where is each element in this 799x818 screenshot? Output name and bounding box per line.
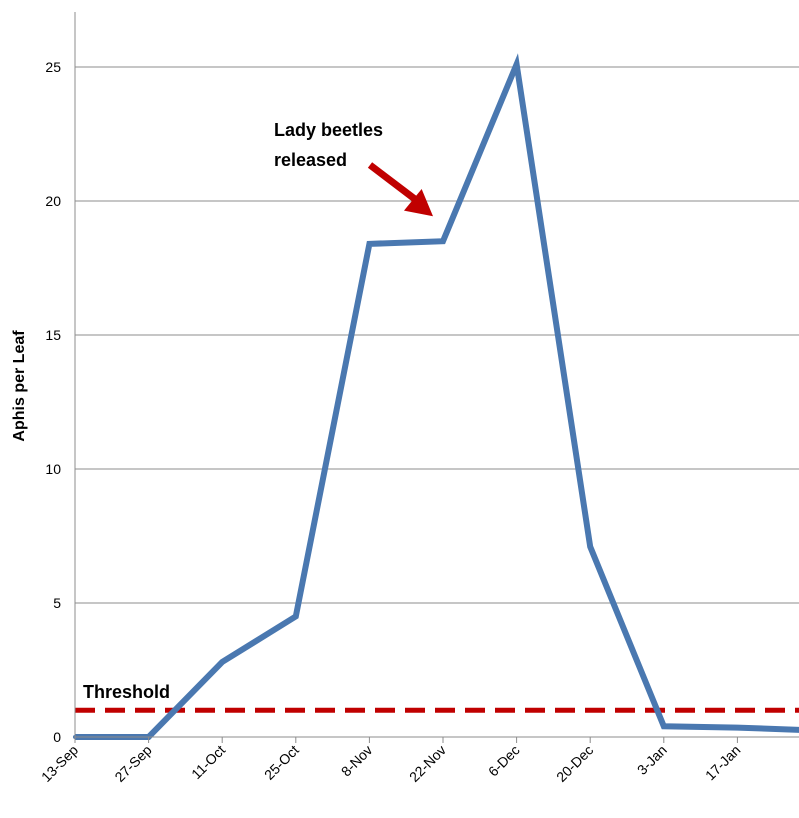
data-point-8 (661, 724, 666, 729)
x-tick-label-8: 3-Jan (634, 742, 670, 778)
data-point-9 (735, 725, 740, 730)
series-line-0 (75, 53, 799, 740)
x-tick-labels: 13-Sep 27-Sep 11-Oct 25-Oct 8-Nov 22-Nov 6-Dec… (38, 742, 744, 785)
y-tick-labels: 0 5 10 15 20 25 (45, 59, 61, 745)
x-tick-label-9: 17-Jan (702, 742, 744, 784)
data-point-2 (220, 659, 225, 664)
axes (74, 12, 799, 743)
annotation-line-1: Lady beetles (274, 120, 383, 140)
y-tick-label-1: 5 (53, 595, 61, 611)
y-tick-label-5: 25 (45, 59, 61, 75)
threshold-group: Threshold (75, 682, 799, 713)
data-point-7 (588, 544, 593, 549)
data-point-5 (441, 239, 445, 244)
x-tick-label-5: 22-Nov (406, 742, 449, 785)
y-tick-label-0: 0 (53, 729, 61, 745)
series-group (73, 53, 799, 740)
annotation-group: Lady beetles released (274, 120, 433, 217)
data-point-3 (293, 614, 298, 619)
x-tick-label-2: 11-Oct (188, 742, 228, 782)
x-tick-label-3: 25-Oct (261, 742, 302, 783)
data-point-6 (514, 62, 519, 67)
annotation-arrow-head (403, 188, 433, 217)
y-tick-label-4: 20 (45, 193, 61, 209)
x-tick-label-4: 8-Nov (338, 742, 376, 780)
x-tick-label-7: 20-Dec (553, 742, 596, 785)
y-tick-label-2: 10 (45, 461, 61, 477)
y-axis-label: Aphis per Leaf (11, 330, 28, 442)
threshold-label: Threshold (83, 682, 170, 702)
data-point-4 (367, 241, 372, 246)
annotation-line-2: released (274, 150, 347, 170)
y-tick-label-3: 15 (45, 327, 61, 343)
x-tick-label-1: 27-Sep (111, 742, 154, 785)
x-tick-label-0: 13-Sep (38, 742, 81, 785)
annotation-arrow-shaft (367, 162, 422, 205)
x-tick-label-6: 6-Dec (485, 742, 523, 780)
gridlines (75, 66, 799, 604)
